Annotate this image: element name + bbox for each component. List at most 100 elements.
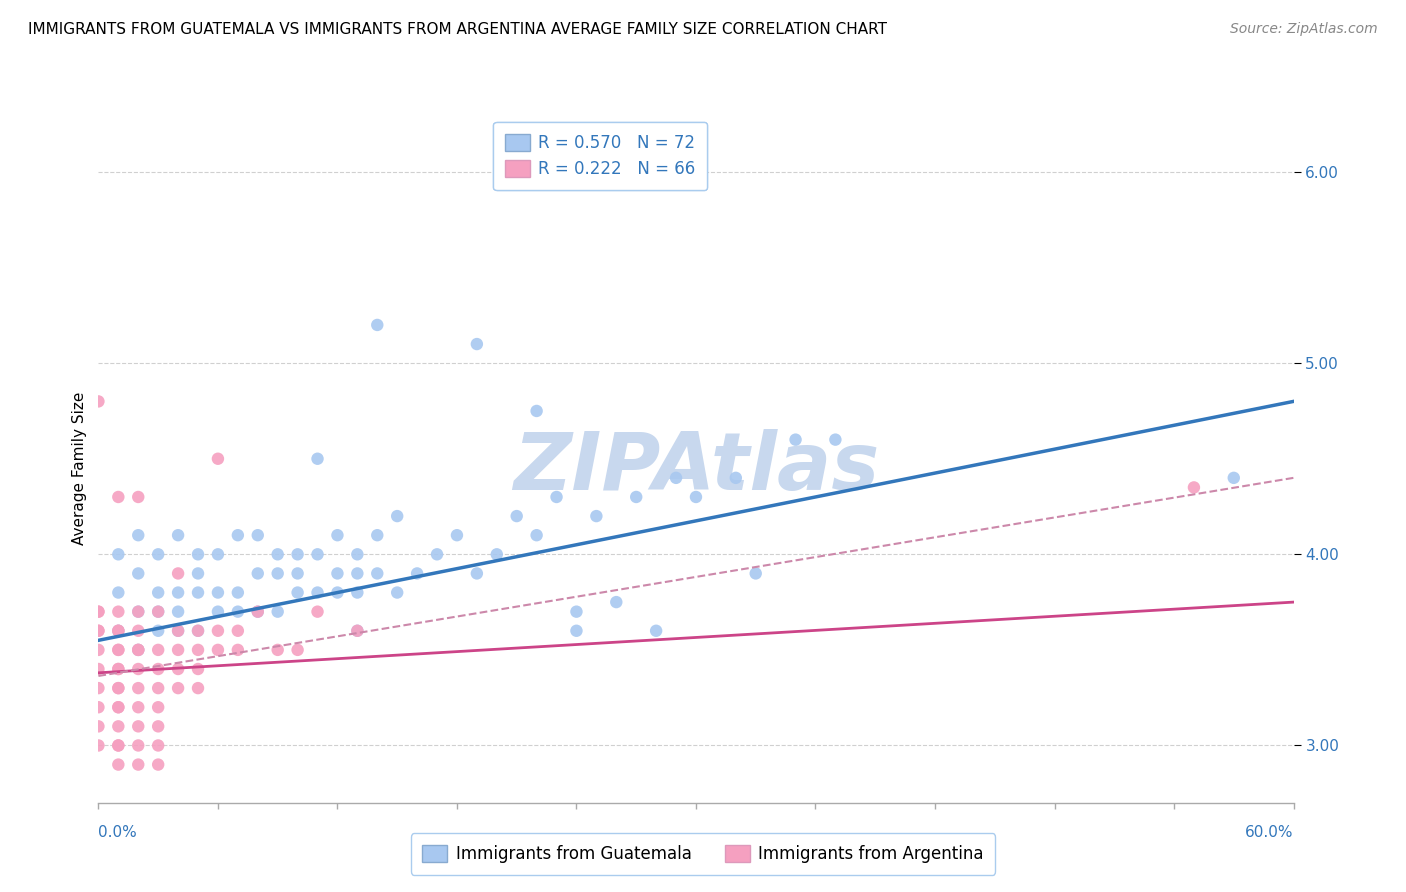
Point [645, 624, 668, 638]
Point [246, 605, 269, 619]
Point [745, 566, 768, 581]
Point [127, 605, 149, 619]
Point [565, 624, 588, 638]
Point [107, 757, 129, 772]
Point [187, 662, 209, 676]
Y-axis label: Average Family Size: Average Family Size [72, 392, 87, 545]
Point [127, 528, 149, 542]
Point [107, 643, 129, 657]
Point [187, 547, 209, 561]
Point [167, 605, 190, 619]
Point [87, 662, 110, 676]
Point [107, 662, 129, 676]
Point [127, 643, 149, 657]
Point [605, 595, 627, 609]
Point [346, 547, 368, 561]
Point [785, 433, 807, 447]
Point [127, 624, 149, 638]
Point [207, 605, 229, 619]
Point [307, 547, 329, 561]
Point [87, 643, 110, 657]
Text: 0.0%: 0.0% [98, 825, 138, 840]
Point [246, 528, 269, 542]
Point [267, 605, 290, 619]
Point [148, 585, 170, 599]
Point [127, 605, 149, 619]
Point [1222, 471, 1246, 485]
Point [624, 490, 647, 504]
Point [207, 624, 229, 638]
Point [246, 605, 269, 619]
Point [307, 605, 329, 619]
Point [346, 585, 368, 599]
Point [107, 547, 129, 561]
Point [87, 719, 110, 733]
Point [148, 547, 170, 561]
Point [107, 605, 129, 619]
Point [107, 739, 129, 753]
Point [127, 739, 149, 753]
Point [665, 471, 688, 485]
Point [287, 643, 309, 657]
Point [326, 566, 349, 581]
Point [127, 566, 149, 581]
Point [267, 547, 290, 561]
Point [87, 605, 110, 619]
Point [366, 318, 388, 332]
Point [148, 605, 170, 619]
Point [267, 643, 290, 657]
Point [226, 528, 249, 542]
Point [346, 566, 368, 581]
Point [167, 643, 190, 657]
Point [167, 624, 190, 638]
Point [107, 624, 129, 638]
Point [346, 624, 368, 638]
Point [366, 566, 388, 581]
Point [87, 739, 110, 753]
Point [148, 681, 170, 695]
Point [506, 509, 529, 524]
Point [127, 662, 149, 676]
Point [346, 624, 368, 638]
Point [426, 547, 449, 561]
Text: 60.0%: 60.0% [1246, 825, 1294, 840]
Point [107, 681, 129, 695]
Point [127, 681, 149, 695]
Point [326, 528, 349, 542]
Point [207, 547, 229, 561]
Point [207, 643, 229, 657]
Point [526, 404, 548, 418]
Point [226, 624, 249, 638]
Point [585, 509, 607, 524]
Point [385, 509, 409, 524]
Point [107, 490, 129, 504]
Point [107, 585, 129, 599]
Point [87, 681, 110, 695]
Point [187, 585, 209, 599]
Point [87, 394, 110, 409]
Point [148, 662, 170, 676]
Point [207, 451, 229, 466]
Point [148, 605, 170, 619]
Point [287, 547, 309, 561]
Point [287, 585, 309, 599]
Point [87, 700, 110, 714]
Point [187, 624, 209, 638]
Point [724, 471, 747, 485]
Point [307, 585, 329, 599]
Point [87, 605, 110, 619]
Point [1182, 480, 1205, 494]
Point [107, 643, 129, 657]
Point [465, 337, 488, 351]
Point [107, 662, 129, 676]
Point [167, 681, 190, 695]
Point [207, 585, 229, 599]
Point [107, 739, 129, 753]
Point [148, 643, 170, 657]
Point [267, 566, 290, 581]
Point [148, 624, 170, 638]
Legend: Immigrants from Guatemala, Immigrants from Argentina: Immigrants from Guatemala, Immigrants fr… [411, 833, 995, 875]
Point [187, 624, 209, 638]
Point [685, 490, 707, 504]
Point [485, 547, 508, 561]
